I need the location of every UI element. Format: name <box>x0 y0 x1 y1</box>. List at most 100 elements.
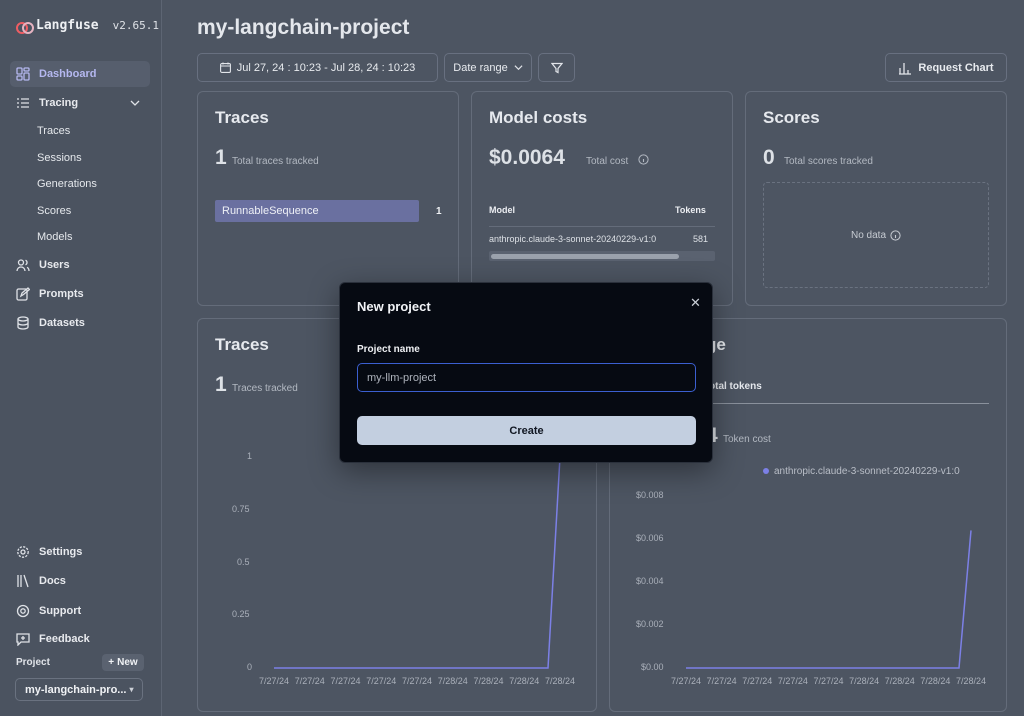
prompts-icon <box>16 287 30 301</box>
project-name-input[interactable] <box>357 363 696 392</box>
sidebar-item-prompts[interactable]: Prompts <box>10 281 150 307</box>
table-divider <box>489 226 715 227</box>
chevron-down-icon: ▾ <box>129 685 134 694</box>
x-tick-label: 7/27/24 <box>402 676 433 686</box>
sidebar-subitem-traces[interactable]: Traces <box>37 125 71 137</box>
x-tick-label: 7/27/24 <box>294 676 325 686</box>
row-tokens-cell: 581 <box>693 234 709 244</box>
x-tick-label: 7/28/24 <box>473 676 504 686</box>
x-tick-label: 7/27/24 <box>671 676 702 686</box>
scores-count: 0 <box>763 146 775 169</box>
no-data-label: No data <box>850 229 887 241</box>
close-icon[interactable]: ✕ <box>690 295 701 310</box>
sidebar-item-label: Support <box>39 605 82 617</box>
sidebar-item-tracing[interactable]: Tracing <box>10 90 150 116</box>
sidebar-item-docs[interactable]: Docs <box>10 568 150 594</box>
sidebar-item-label: Feedback <box>39 633 90 645</box>
sidebar-item-datasets[interactable]: Datasets <box>10 310 150 336</box>
traces-card <box>197 91 459 306</box>
create-button[interactable]: Create <box>357 416 696 445</box>
bar-chart-icon <box>899 62 912 75</box>
datasets-icon <box>16 316 30 330</box>
sidebar-subitem-sessions[interactable]: Sessions <box>37 152 82 164</box>
info-icon[interactable] <box>638 154 649 165</box>
traces-caption: Total traces tracked <box>232 156 319 167</box>
traces-chart-title: Traces <box>215 335 269 354</box>
date-range-select[interactable]: Date range <box>444 53 532 82</box>
x-tick-label: 7/27/24 <box>366 676 397 686</box>
y-tick-label: $0.008 <box>636 490 664 500</box>
row-model-cell: anthropic.claude-3-sonnet-20240229-v1:0 <box>489 234 657 244</box>
sidebar-item-label: Dashboard <box>39 68 97 80</box>
series-line <box>274 456 561 669</box>
col-model-header: Model <box>489 205 515 215</box>
sidebar-item-label: Tracing <box>39 97 79 109</box>
x-tick-label: 7/28/24 <box>437 676 468 686</box>
x-tick-label: 7/28/24 <box>920 676 951 686</box>
scores-title: Scores <box>763 108 820 127</box>
info-icon[interactable] <box>890 229 901 241</box>
sidebar-item-dashboard[interactable]: Dashboard <box>10 61 150 87</box>
tracing-icon <box>16 96 30 110</box>
scrollbar-thumb[interactable] <box>491 254 679 259</box>
users-icon <box>16 258 30 272</box>
calendar-icon <box>219 62 231 73</box>
traces-chart-count: 1 <box>215 373 227 396</box>
y-tick-label: $0.00 <box>641 662 664 672</box>
sidebar-item-feedback[interactable]: Feedback <box>10 626 150 652</box>
x-tick-label: 7/28/24 <box>509 676 540 686</box>
x-tick-label: 7/27/24 <box>777 676 808 686</box>
scores-empty-state: No data <box>763 182 989 288</box>
sidebar-subitem-models[interactable]: Models <box>37 231 73 243</box>
horizontal-scrollbar[interactable] <box>489 251 715 261</box>
x-tick-label: 7/28/24 <box>849 676 880 686</box>
y-tick-label: 0.75 <box>232 503 250 514</box>
project-name-label: Project name <box>357 344 420 355</box>
new-project-modal: New project ✕ Project name Create <box>339 282 713 463</box>
sidebar-item-label: Datasets <box>39 317 85 329</box>
traces-card-title: Traces <box>215 108 269 127</box>
sidebar-item-users[interactable]: Users <box>10 252 150 278</box>
x-tick-label: 7/28/24 <box>884 676 915 686</box>
total-tokens-tab[interactable]: otal tokens <box>709 381 762 392</box>
chevron-down-icon[interactable] <box>130 98 140 108</box>
project-label: Project <box>16 657 50 668</box>
model-costs-value: $0.0064 <box>489 146 565 169</box>
modal-title: New project <box>357 299 431 314</box>
page-title: my-langchain-project <box>197 16 410 39</box>
legend-swatch <box>763 468 769 474</box>
settings-icon <box>16 545 30 559</box>
date-range-picker[interactable]: Jul 27, 24 : 10:23 - Jul 28, 24 : 10:23 <box>197 53 438 82</box>
sidebar-item-label: Settings <box>39 546 83 558</box>
brand-version: v2.65.1 <box>112 19 159 32</box>
langfuse-logo-icon <box>16 21 34 34</box>
docs-icon <box>16 574 30 588</box>
project-select[interactable]: my-langchain-pro... ▾ <box>15 678 143 701</box>
x-tick-label: 7/27/24 <box>813 676 844 686</box>
trace-name-bar[interactable]: RunnableSequence <box>215 200 419 222</box>
series-line <box>686 530 972 669</box>
request-chart-button[interactable]: Request Chart <box>885 53 1007 82</box>
plus-icon: + <box>108 657 115 668</box>
y-tick-label: $0.004 <box>636 576 664 586</box>
sidebar-subitem-generations[interactable]: Generations <box>37 178 97 190</box>
y-tick-label: 0 <box>247 662 253 672</box>
filter-button[interactable] <box>538 53 575 82</box>
support-icon <box>16 604 30 618</box>
sidebar-item-label: Users <box>39 259 70 271</box>
sidebar-subitem-scores[interactable]: Scores <box>37 205 72 217</box>
tab-underline <box>627 403 989 404</box>
x-tick-label: 7/28/24 <box>956 676 987 686</box>
traces-chart-caption: Traces tracked <box>232 383 298 394</box>
filter-icon <box>550 62 563 73</box>
trace-name-count: 1 <box>436 206 442 217</box>
sidebar-item-label: Docs <box>39 575 66 587</box>
sidebar-item-support[interactable]: Support <box>10 598 150 624</box>
new-project-label: New <box>117 657 138 668</box>
brand[interactable]: Langfuse v2.65.1 <box>16 18 159 34</box>
sidebar-item-settings[interactable]: Settings <box>10 539 150 565</box>
new-project-button[interactable]: + New <box>102 654 144 671</box>
y-tick-label: $0.006 <box>636 533 664 543</box>
project-select-value: my-langchain-pro... <box>25 683 127 696</box>
